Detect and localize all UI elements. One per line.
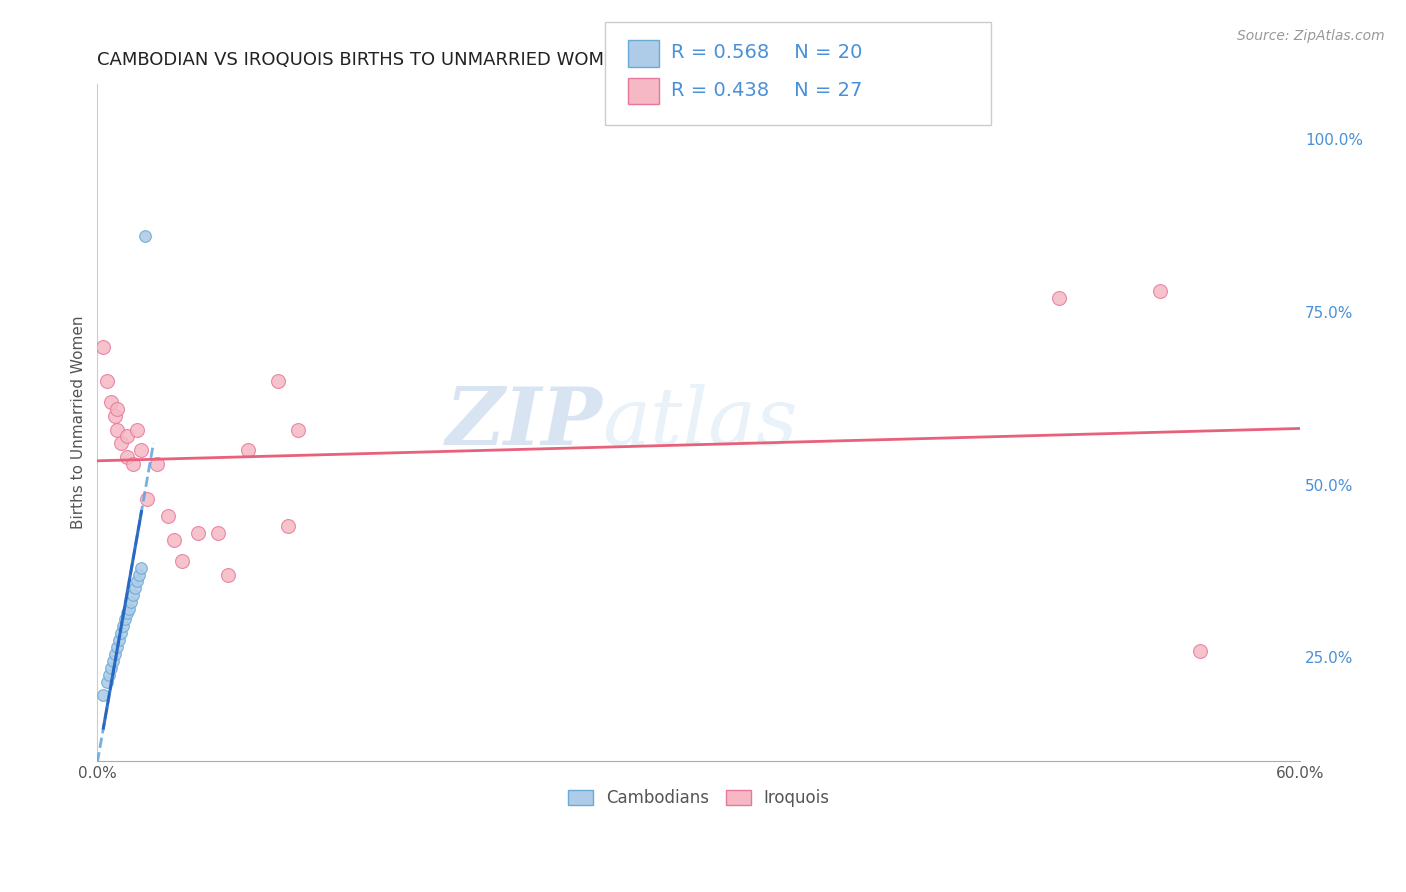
Point [217, 567, 239, 582]
Text: ZIP: ZIP [446, 384, 603, 461]
Point [110, 626, 132, 640]
Point [134, 229, 156, 244]
Point [110, 436, 132, 450]
Point [1188, 643, 1211, 657]
Point [122, 457, 145, 471]
Point [93, 689, 115, 703]
Point [112, 619, 135, 633]
Point [118, 602, 141, 616]
Point [207, 526, 229, 541]
Point [170, 554, 193, 568]
Point [187, 526, 209, 541]
Y-axis label: Births to Unmarried Women: Births to Unmarried Women [72, 316, 86, 529]
Point [122, 588, 145, 602]
Point [105, 401, 128, 416]
Point [127, 423, 149, 437]
Point [100, 395, 122, 409]
Text: atlas: atlas [603, 384, 797, 461]
Point [236, 443, 259, 458]
Point [120, 595, 142, 609]
Point [100, 661, 122, 675]
Point [98, 667, 121, 681]
Point [117, 450, 139, 464]
Point [96, 674, 118, 689]
Point [103, 654, 125, 668]
Point [128, 567, 150, 582]
Point [287, 423, 309, 437]
Point [114, 612, 136, 626]
Point [131, 443, 153, 458]
Point [104, 409, 127, 423]
Point [108, 633, 131, 648]
Text: Source: ZipAtlas.com: Source: ZipAtlas.com [1237, 29, 1385, 43]
Point [105, 423, 128, 437]
Text: R = 0.568    N = 20: R = 0.568 N = 20 [671, 43, 862, 62]
Point [277, 519, 299, 533]
Text: R = 0.438    N = 27: R = 0.438 N = 27 [671, 81, 862, 101]
Point [267, 374, 290, 388]
Point [1149, 285, 1171, 299]
Point [117, 606, 139, 620]
Point [136, 491, 159, 506]
Point [146, 457, 169, 471]
Point [127, 574, 149, 589]
Point [117, 429, 139, 443]
Point [93, 340, 115, 354]
Point [156, 508, 179, 523]
Point [104, 647, 127, 661]
Point [124, 582, 146, 596]
Point [96, 374, 118, 388]
Point [162, 533, 184, 547]
Text: CAMBODIAN VS IROQUOIS BIRTHS TO UNMARRIED WOMEN CORRELATION CHART: CAMBODIAN VS IROQUOIS BIRTHS TO UNMARRIE… [97, 51, 830, 69]
Legend: Cambodians, Iroquois: Cambodians, Iroquois [561, 782, 837, 814]
Point [1049, 291, 1071, 305]
Point [131, 560, 153, 574]
Point [105, 640, 128, 654]
